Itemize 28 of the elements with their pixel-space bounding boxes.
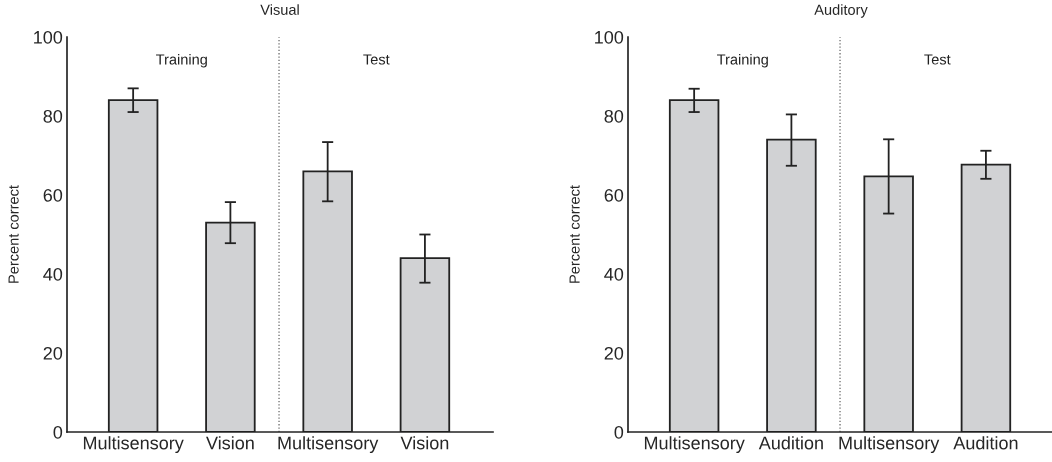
- chart-title: Visual: [260, 4, 299, 15]
- y-tick-label: 20: [604, 346, 624, 360]
- y-tick-label: 60: [604, 188, 624, 202]
- x-tick-label: Multisensory: [278, 436, 379, 453]
- y-axis-title: Percent correct: [8, 185, 19, 283]
- x-tick-label: Multisensory: [83, 436, 184, 453]
- y-tick-label: 100: [34, 30, 63, 44]
- y-tick-label: 40: [604, 267, 624, 281]
- y-tick-label: 60: [43, 188, 63, 202]
- annotation: Test: [924, 54, 951, 65]
- annotation: Training: [156, 53, 207, 68]
- y-tick-label: 0: [53, 425, 63, 439]
- x-tick-label: Vision: [400, 436, 449, 450]
- y-tick-label: 80: [604, 109, 624, 123]
- annotation: Training: [717, 53, 768, 68]
- chart-title: Auditory: [814, 4, 868, 18]
- x-tick-label: Vision: [206, 436, 254, 450]
- annotation: Test: [363, 54, 390, 65]
- y-tick-label: 40: [43, 267, 63, 281]
- x-tick-label: Multisensory: [839, 436, 940, 453]
- y-axis-title: Percent correct: [569, 185, 580, 283]
- y-tick-label: 100: [595, 30, 624, 44]
- x-tick-label: Audition: [758, 436, 823, 450]
- x-tick-label: Multisensory: [644, 436, 745, 453]
- y-tick-label: 0: [614, 425, 624, 439]
- y-tick-label: 20: [43, 346, 63, 360]
- x-tick-label: Audition: [953, 436, 1018, 450]
- y-tick-label: 80: [43, 109, 63, 123]
